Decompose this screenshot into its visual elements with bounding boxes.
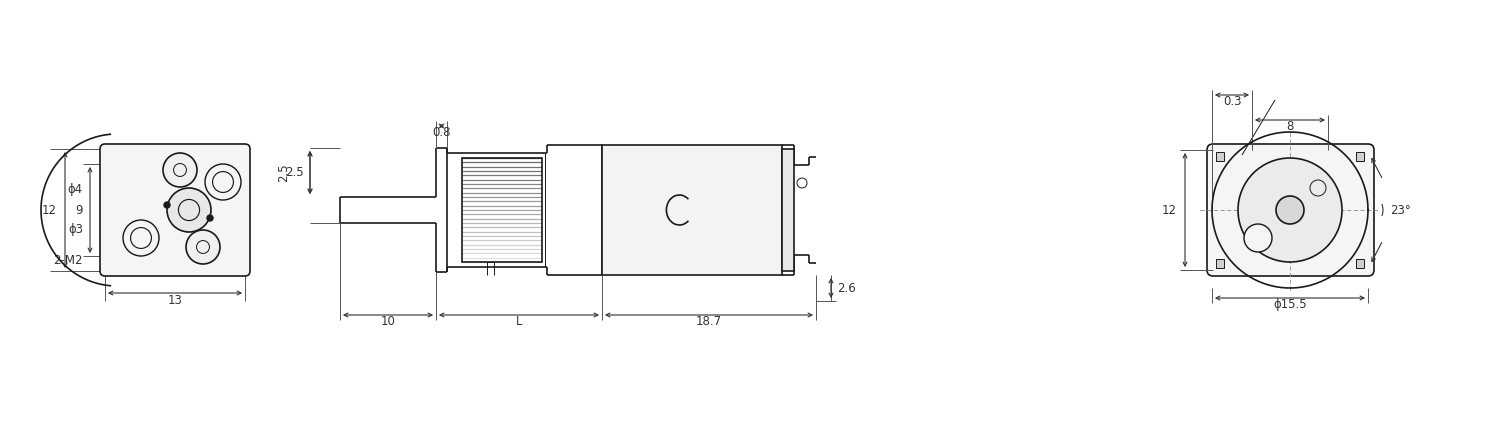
Circle shape (164, 202, 170, 208)
Bar (602, 145, 782, 275)
Text: ϕ3: ϕ3 (68, 224, 82, 237)
Circle shape (1238, 158, 1342, 262)
Text: 12: 12 (1162, 203, 1178, 216)
Polygon shape (1216, 259, 1224, 268)
Text: 18.7: 18.7 (696, 315, 721, 328)
Polygon shape (1356, 152, 1364, 161)
Text: 9: 9 (75, 203, 82, 216)
Circle shape (1276, 196, 1304, 224)
Text: 2.6: 2.6 (837, 282, 855, 295)
Circle shape (186, 230, 220, 264)
Text: 0.8: 0.8 (432, 126, 450, 139)
Circle shape (164, 153, 196, 187)
Circle shape (123, 220, 159, 256)
Bar (462, 158, 542, 262)
Text: 2-M2: 2-M2 (54, 253, 82, 266)
Text: L: L (516, 315, 522, 328)
Text: 8: 8 (1287, 120, 1293, 133)
Circle shape (206, 164, 242, 200)
Text: 2.5: 2.5 (285, 166, 304, 179)
Text: ϕ15.5: ϕ15.5 (1274, 298, 1306, 311)
Polygon shape (1356, 259, 1364, 268)
Text: 2.5: 2.5 (278, 163, 290, 182)
Bar (782, 149, 794, 271)
Circle shape (166, 188, 211, 232)
Text: 0.3: 0.3 (1222, 95, 1242, 108)
Text: 12: 12 (42, 203, 57, 216)
FancyBboxPatch shape (1208, 144, 1374, 276)
Text: 23°: 23° (1390, 203, 1410, 216)
FancyBboxPatch shape (100, 144, 250, 276)
Text: 13: 13 (168, 294, 183, 307)
Polygon shape (1216, 152, 1224, 161)
Text: ϕ4: ϕ4 (68, 184, 82, 197)
Text: 10: 10 (381, 315, 396, 328)
Circle shape (207, 215, 213, 221)
Circle shape (1244, 224, 1272, 252)
